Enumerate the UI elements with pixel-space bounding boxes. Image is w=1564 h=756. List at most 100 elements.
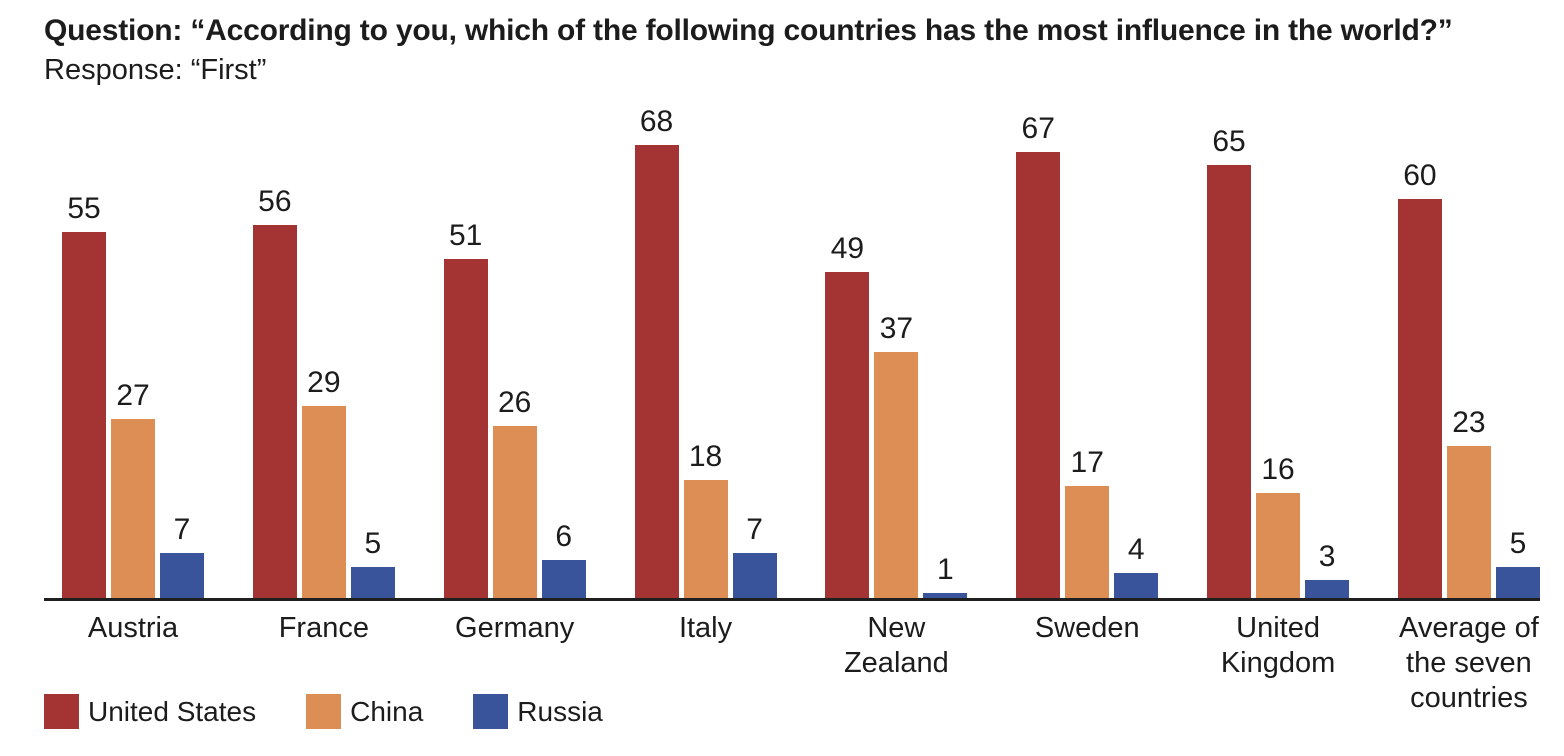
chart-response-subtitle: Response: “First” bbox=[44, 54, 267, 86]
bar-value-label: 65 bbox=[1212, 125, 1246, 158]
bar-wrap-russia: 6 bbox=[541, 520, 586, 600]
bar-china bbox=[1256, 493, 1301, 600]
bar-wrap-china: 27 bbox=[111, 379, 155, 600]
plot-area: 55 27 7 56 29 5 51 26 6 68 18 7 49 37 1 67 17 4 65 16 3 60 23 5 bbox=[62, 0, 1540, 600]
bar-group-italy: 68 18 7 bbox=[634, 105, 777, 600]
bar-wrap-united-states: 55 bbox=[62, 192, 106, 600]
category-label-france: France bbox=[278, 612, 369, 644]
category-label-united: United Kingdom bbox=[1220, 612, 1336, 679]
bar-china bbox=[492, 426, 537, 600]
bar-group-average-of: 60 23 5 bbox=[1397, 159, 1540, 600]
bar-china bbox=[874, 352, 919, 600]
bar-value-label: 18 bbox=[688, 440, 723, 473]
bar-value-label: 4 bbox=[1127, 533, 1145, 566]
bar-group-new: 49 37 1 bbox=[825, 232, 968, 600]
bar-united-states bbox=[1016, 152, 1061, 600]
bar-wrap-russia: 7 bbox=[160, 513, 204, 600]
bar-china bbox=[683, 480, 728, 600]
bar-value-label: 3 bbox=[1318, 540, 1336, 573]
bar-value-label: 6 bbox=[555, 520, 573, 553]
bar-wrap-china: 26 bbox=[492, 386, 537, 600]
bar-value-label: 1 bbox=[937, 553, 954, 586]
bar-china bbox=[1065, 486, 1110, 600]
category-axis-labels: Austria France Germany Italy New Zealand Swed… bbox=[62, 611, 1540, 716]
bar-russia bbox=[160, 553, 204, 600]
bar-wrap-china: 16 bbox=[1256, 453, 1301, 600]
category-label-italy: Italy bbox=[678, 612, 733, 644]
legend-item-china: China bbox=[306, 694, 423, 729]
category-label-average-of: Average of the seven countries bbox=[1399, 612, 1539, 714]
bar-russia bbox=[541, 560, 586, 600]
category-label-new: New Zealand bbox=[843, 612, 949, 679]
legend-label-russia: Russia bbox=[517, 696, 603, 727]
bar-united-states bbox=[252, 225, 297, 600]
bar-wrap-united-states: 68 bbox=[634, 105, 679, 600]
bar-wrap-russia: 5 bbox=[1495, 527, 1540, 600]
bar-group-austria: 55 27 7 bbox=[62, 192, 204, 600]
bar-united-states bbox=[1207, 165, 1252, 600]
bar-value-label: 37 bbox=[879, 312, 914, 345]
bar-value-label: 5 bbox=[1509, 527, 1527, 560]
bar-wrap-united-states: 51 bbox=[443, 219, 488, 600]
bar-value-label: 60 bbox=[1403, 159, 1437, 192]
bar-value-label: 7 bbox=[173, 513, 191, 546]
bar-wrap-china: 37 bbox=[874, 312, 919, 600]
bar-wrap-united-states: 60 bbox=[1397, 159, 1442, 600]
bar-value-label: 26 bbox=[498, 386, 532, 419]
bar-wrap-china: 18 bbox=[683, 440, 728, 600]
bar-wrap-united-states: 67 bbox=[1016, 112, 1061, 600]
bar-value-label: 68 bbox=[639, 105, 674, 138]
bar-united-states bbox=[443, 259, 488, 600]
bar-wrap-china: 29 bbox=[301, 366, 346, 600]
bar-united-states bbox=[62, 232, 106, 600]
x-axis-line bbox=[44, 598, 1540, 601]
bar-group-united: 65 16 3 bbox=[1207, 125, 1350, 600]
bar-group-germany: 51 26 6 bbox=[443, 219, 586, 600]
bar-wrap-united-states: 65 bbox=[1207, 125, 1252, 600]
legend-swatch-china bbox=[306, 694, 342, 729]
bar-wrap-russia: 1 bbox=[923, 553, 968, 600]
legend-swatch-russia bbox=[473, 694, 509, 729]
bar-russia bbox=[1495, 567, 1540, 600]
legend-item-united-states: United States bbox=[44, 694, 256, 729]
bar-china bbox=[301, 406, 346, 600]
bar-russia bbox=[1114, 573, 1159, 600]
bar-wrap-united-states: 49 bbox=[825, 232, 870, 600]
bar-value-label: 5 bbox=[364, 527, 382, 560]
category-label-germany: Germany bbox=[455, 612, 575, 644]
category-label-austria: Austria bbox=[87, 612, 179, 644]
legend-item-russia: Russia bbox=[473, 694, 603, 729]
bar-group-sweden: 67 17 4 bbox=[1016, 112, 1159, 600]
bar-value-label: 67 bbox=[1021, 112, 1055, 145]
legend-label-china: China bbox=[350, 696, 424, 727]
bar-value-label: 27 bbox=[116, 379, 150, 412]
bar-russia bbox=[1305, 580, 1350, 600]
bar-value-label: 17 bbox=[1070, 446, 1104, 479]
bar-russia bbox=[732, 553, 777, 600]
bar-russia bbox=[350, 567, 395, 600]
legend: United States China Russia bbox=[44, 694, 653, 729]
bar-value-label: 49 bbox=[830, 232, 865, 265]
bar-wrap-russia: 3 bbox=[1305, 540, 1350, 600]
bar-value-label: 29 bbox=[307, 366, 341, 399]
bar-russia bbox=[923, 593, 968, 600]
bar-wrap-russia: 7 bbox=[732, 513, 777, 600]
bar-wrap-united-states: 56 bbox=[252, 185, 297, 600]
legend-label-united-states: United States bbox=[88, 696, 257, 727]
bar-united-states bbox=[634, 145, 679, 600]
bar-value-label: 51 bbox=[449, 219, 483, 252]
bar-wrap-china: 17 bbox=[1065, 446, 1110, 600]
bar-value-label: 7 bbox=[746, 513, 763, 546]
bar-wrap-china: 23 bbox=[1446, 406, 1491, 600]
bar-group-france: 56 29 5 bbox=[252, 185, 395, 600]
legend-swatch-united-states bbox=[44, 694, 79, 729]
bar-wrap-russia: 4 bbox=[1114, 533, 1159, 600]
category-label-sweden: Sweden bbox=[1034, 612, 1140, 644]
chart-question-title: Question: “According to you, which of th… bbox=[44, 14, 1453, 47]
bar-value-label: 16 bbox=[1261, 453, 1295, 486]
bar-wrap-russia: 5 bbox=[350, 527, 395, 600]
bar-value-label: 55 bbox=[67, 192, 101, 225]
bar-value-label: 23 bbox=[1452, 406, 1486, 439]
title-block: Question: “According to you, which of th… bbox=[44, 10, 1453, 89]
bar-china bbox=[1446, 446, 1491, 600]
